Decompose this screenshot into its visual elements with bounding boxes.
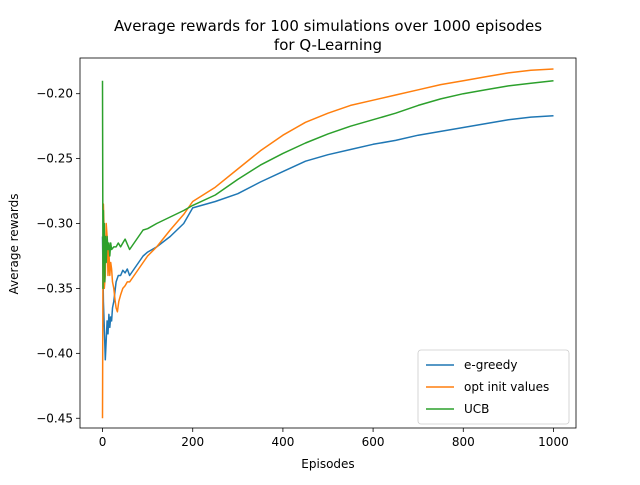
legend-label: e-greedy — [464, 358, 517, 372]
legend-box — [417, 349, 570, 425]
series-lines — [101, 68, 554, 419]
series-line-opt-init-values — [101, 68, 554, 419]
x-tick-label: 0 — [99, 435, 107, 449]
y-tick-label: −0.45 — [36, 411, 73, 425]
y-tick-label: −0.25 — [36, 152, 73, 166]
y-tick-label: −0.30 — [36, 217, 73, 231]
plot-frame — [79, 57, 577, 429]
x-tick-label: 400 — [271, 435, 294, 449]
legend-label: opt init values — [464, 380, 549, 394]
x-tick-label: 1000 — [538, 435, 569, 449]
chart-title-line2: for Q-Learning — [274, 36, 382, 54]
y-tick-label: −0.35 — [36, 281, 73, 295]
legend-label: UCB — [464, 402, 489, 416]
y-tick-label: −0.40 — [36, 346, 73, 360]
x-axis-label: Episodes — [301, 457, 354, 471]
axes: 0 200 400 600 800 1000 −0.45 −0.40 −0.35 −0.30 −0.… — [36, 57, 577, 449]
series-line-UCB — [101, 79, 554, 290]
series-line-e-greedy — [101, 115, 554, 361]
x-tick-label: 600 — [362, 435, 385, 449]
legend: e-greedy opt init values UCB — [417, 349, 570, 425]
x-tick-label: 800 — [452, 435, 475, 449]
y-axis-label: Average rewards — [7, 194, 21, 295]
y-tick-label: −0.20 — [36, 87, 73, 101]
x-tick-label: 200 — [181, 435, 204, 449]
chart-title-line1: Average rewards for 100 simulations over… — [114, 17, 542, 35]
